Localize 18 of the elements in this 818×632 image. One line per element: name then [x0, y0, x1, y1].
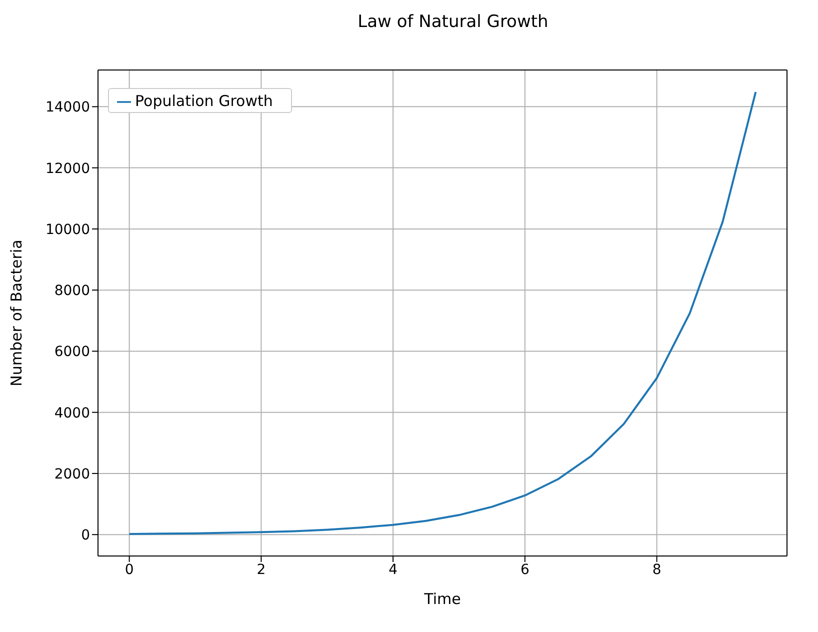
y-tick-label: 4000 — [54, 405, 90, 422]
x-tick-label: 8 — [652, 562, 662, 578]
chart-title: Law of Natural Growth — [356, 11, 550, 34]
x-axis-title: Time — [423, 590, 461, 608]
y-tick-label: 6000 — [54, 344, 90, 360]
x-tick-label: 4 — [388, 562, 398, 578]
y-tick-label: 2000 — [54, 466, 90, 482]
x-tick-label: 2 — [256, 562, 266, 578]
y-tick-label: 8000 — [54, 283, 90, 300]
y-tick-label: 0 — [81, 528, 90, 544]
line-series — [128, 91, 757, 535]
y-axis-title: Number of Bacteria — [7, 240, 26, 386]
x-tick-label: 0 — [124, 562, 134, 578]
y-tick-label: 10000 — [45, 222, 90, 238]
legend-label: Population Growth — [135, 92, 273, 110]
x-tick-label: 6 — [520, 562, 530, 578]
y-tick-label: 14000 — [45, 100, 90, 116]
y-tick-label: 12000 — [45, 160, 90, 177]
